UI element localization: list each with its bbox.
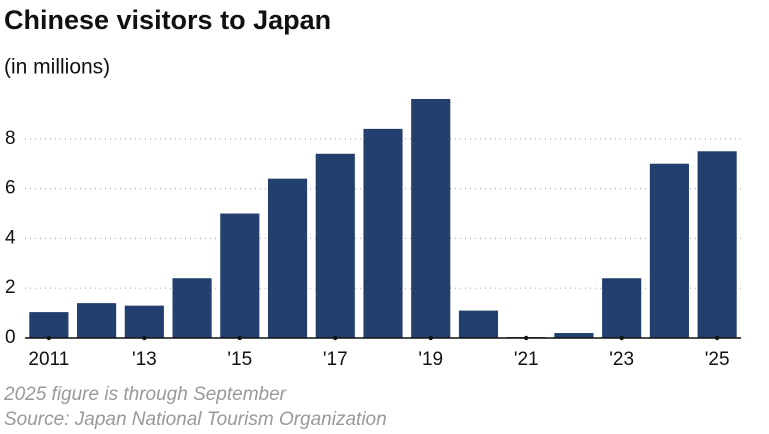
bar — [458, 310, 499, 338]
bar — [602, 278, 642, 338]
chart-title: Chinese visitors to Japan — [4, 5, 331, 35]
chart-subtitle: (in millions) — [4, 56, 110, 79]
y-tick-label: 8 — [5, 128, 16, 149]
bar — [697, 151, 737, 338]
x-tick-mark — [46, 335, 52, 341]
y-tick-label: 0 — [5, 327, 16, 348]
bar — [220, 213, 260, 338]
x-tick-mark — [333, 335, 338, 341]
source: Source: Japan National Tourism Organizat… — [4, 409, 387, 430]
note: 2025 figure is through September — [3, 384, 287, 405]
x-tick-mark — [428, 335, 433, 341]
x-tick-mark — [237, 335, 242, 341]
bar — [29, 312, 69, 338]
x-tick-label: '21 — [514, 349, 539, 370]
x-tick-mark — [714, 335, 720, 341]
bar — [363, 128, 403, 338]
bar — [315, 153, 355, 338]
x-tick-label: 2011 — [28, 349, 69, 370]
x-tick-mark — [142, 335, 147, 341]
x-tick-label: '19 — [418, 349, 443, 370]
y-tick-label: 6 — [5, 178, 16, 199]
x-tick-mark — [524, 335, 529, 341]
bar — [77, 303, 117, 338]
x-tick-label: '15 — [227, 349, 252, 370]
x-tick-label: '25 — [705, 349, 730, 370]
y-tick-label: 2 — [5, 277, 16, 298]
bar — [124, 305, 164, 338]
x-tick-label: '13 — [132, 349, 157, 370]
bar — [172, 278, 212, 338]
x-tick-label: '23 — [609, 349, 634, 370]
bar — [267, 178, 308, 338]
y-tick-label: 4 — [5, 227, 16, 248]
bar — [411, 98, 451, 339]
x-tick-mark — [619, 335, 624, 341]
bar — [554, 333, 594, 338]
x-tick-label: '17 — [323, 349, 348, 370]
bar — [649, 163, 689, 338]
